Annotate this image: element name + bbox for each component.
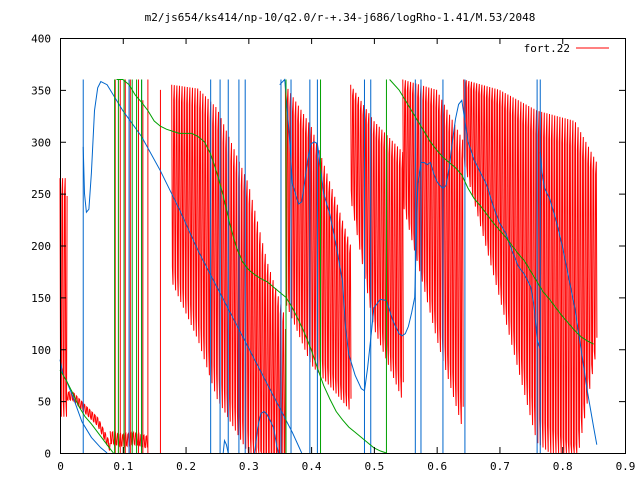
- series-2-line: [389, 79, 594, 345]
- y-tick-label: 150: [31, 292, 51, 305]
- y-tick-label: 200: [31, 240, 51, 253]
- y-tick-label: 100: [31, 344, 51, 357]
- series-fort22-band: [463, 79, 598, 454]
- data-layer: [59, 78, 598, 454]
- series-2: [59, 79, 594, 454]
- y-tick-label: 250: [31, 188, 51, 201]
- series-1: [59, 78, 598, 454]
- y-tick-label: 0: [44, 448, 51, 461]
- axis-ticks: 0 0.1 0.2 0.3 0.4 0.5 0.6 0.7 0.8 0.9 0 50 100 150 200…: [31, 33, 635, 474]
- x-tick-label: 0.6: [427, 460, 447, 473]
- series-1-line: [254, 410, 279, 454]
- series-1-line: [539, 152, 598, 445]
- y-tick-label: 50: [38, 396, 51, 409]
- series-1-line: [82, 80, 303, 454]
- series-fort22-band: [66, 390, 111, 451]
- x-tick-label: 0: [57, 460, 64, 473]
- x-tick-label: 0.1: [113, 460, 133, 473]
- legend-label-fort22: fort.22: [524, 42, 570, 55]
- x-tick-label: 0.2: [176, 460, 196, 473]
- y-tick-label: 300: [31, 136, 51, 149]
- chart-title: m2/js654/ks414/np-10/q2.0/r-+.34-j686/lo…: [145, 11, 536, 24]
- series-fort22-band: [284, 84, 352, 410]
- x-tick-label: 0.5: [364, 460, 384, 473]
- x-tick-label: 0.4: [302, 460, 322, 473]
- x-tick-label: 0.3: [239, 460, 259, 473]
- x-tick-label: 0.8: [553, 460, 573, 473]
- series-fort22-band: [402, 79, 464, 425]
- series-2-line: [116, 79, 387, 454]
- series-1-line: [279, 78, 541, 392]
- series-0: [59, 79, 598, 454]
- y-tick-label: 350: [31, 84, 51, 97]
- x-tick-label: 0.9: [616, 460, 636, 473]
- x-tick-label: 0.7: [490, 460, 510, 473]
- series-fort22-band: [350, 84, 404, 398]
- series-2-line: [59, 369, 114, 454]
- y-tick-label: 400: [31, 33, 51, 46]
- legend: fort.22: [524, 42, 609, 55]
- series-1-line: [222, 438, 229, 454]
